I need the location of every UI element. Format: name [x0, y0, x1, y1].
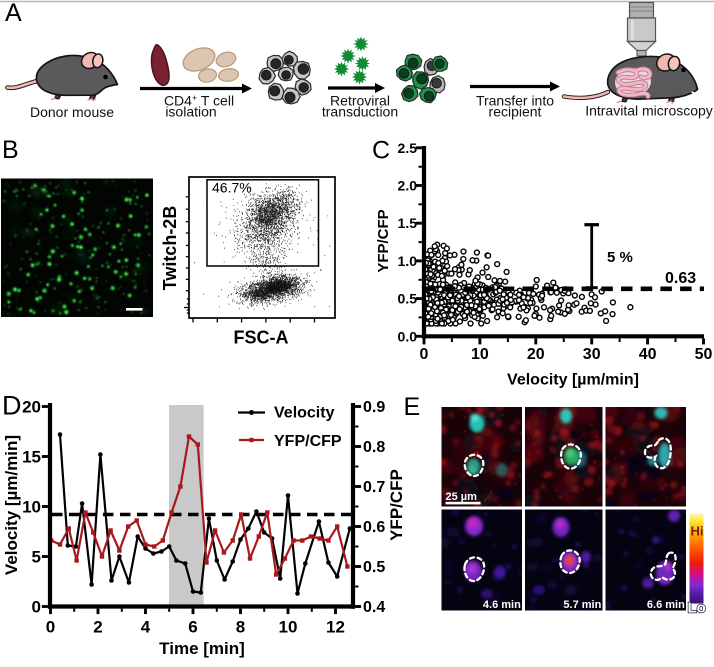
svg-text:0.7: 0.7: [363, 479, 385, 496]
svg-text:4.6 min: 4.6 min: [483, 599, 521, 611]
svg-text:0: 0: [420, 346, 429, 363]
svg-text:2.0: 2.0: [398, 178, 418, 194]
svg-text:C: C: [372, 137, 390, 165]
svg-text:15: 15: [22, 448, 41, 467]
svg-text:2: 2: [93, 618, 102, 637]
svg-text:CD4+ T cell: CD4+ T cell: [164, 93, 234, 109]
svg-text:12: 12: [326, 618, 345, 637]
svg-text:6: 6: [188, 618, 197, 637]
svg-text:10: 10: [279, 618, 298, 637]
svg-text:40: 40: [639, 346, 657, 363]
svg-text:5 %: 5 %: [607, 249, 633, 266]
svg-text:Transfer into: Transfer into: [476, 93, 554, 109]
svg-text:30: 30: [583, 346, 601, 363]
svg-text:recipient: recipient: [489, 104, 542, 120]
svg-text:0: 0: [32, 598, 41, 617]
svg-text:Donor mouse: Donor mouse: [30, 104, 114, 120]
svg-text:Lo: Lo: [688, 600, 706, 617]
svg-text:E: E: [404, 393, 421, 421]
svg-text:0: 0: [46, 618, 55, 637]
svg-text:Velocity [µm/min]: Velocity [µm/min]: [2, 435, 21, 575]
svg-text:25 µm: 25 µm: [446, 491, 478, 503]
svg-text:YFP/CFP: YFP/CFP: [274, 433, 342, 450]
svg-text:Hi: Hi: [691, 524, 704, 539]
svg-text:50: 50: [695, 346, 713, 363]
svg-text:4: 4: [141, 618, 151, 637]
svg-text:YFP/CFP: YFP/CFP: [387, 469, 406, 541]
svg-text:2.5: 2.5: [398, 140, 418, 156]
svg-text:0.5: 0.5: [398, 291, 418, 307]
svg-text:6.6 min: 6.6 min: [647, 599, 685, 611]
svg-text:Retroviral: Retroviral: [330, 93, 390, 109]
svg-text:0.9: 0.9: [363, 399, 385, 416]
svg-text:0.6: 0.6: [363, 519, 385, 536]
svg-text:Intravital microscopy: Intravital microscopy: [585, 103, 713, 119]
svg-text:A: A: [5, 0, 22, 27]
svg-text:B: B: [2, 136, 19, 164]
svg-text:Twitch-2B: Twitch-2B: [160, 206, 180, 291]
svg-text:10: 10: [471, 346, 489, 363]
svg-text:0.63: 0.63: [665, 270, 696, 287]
svg-text:YFP/CFP: YFP/CFP: [375, 209, 392, 272]
svg-text:20: 20: [22, 398, 41, 417]
svg-text:1.5: 1.5: [398, 215, 418, 231]
svg-text:transduction: transduction: [322, 104, 398, 120]
svg-text:0.4: 0.4: [363, 599, 385, 616]
svg-text:FSC-A: FSC-A: [234, 328, 289, 348]
svg-text:10: 10: [22, 498, 41, 517]
svg-text:Velocity: Velocity: [274, 405, 335, 422]
svg-text:0.8: 0.8: [363, 439, 385, 456]
svg-text:isolation: isolation: [165, 104, 216, 120]
svg-text:0.0: 0.0: [398, 328, 418, 344]
svg-text:5.7 min: 5.7 min: [563, 599, 601, 611]
svg-text:8: 8: [236, 618, 245, 637]
svg-text:20: 20: [527, 346, 545, 363]
svg-text:D: D: [2, 391, 22, 421]
svg-text:Velocity [µm/min]: Velocity [µm/min]: [507, 372, 639, 389]
svg-text:Time [min]: Time [min]: [159, 639, 245, 658]
svg-text:1.0: 1.0: [398, 253, 418, 269]
svg-text:46.7%: 46.7%: [212, 180, 252, 196]
svg-text:0.5: 0.5: [363, 559, 385, 576]
svg-text:5: 5: [32, 548, 41, 567]
